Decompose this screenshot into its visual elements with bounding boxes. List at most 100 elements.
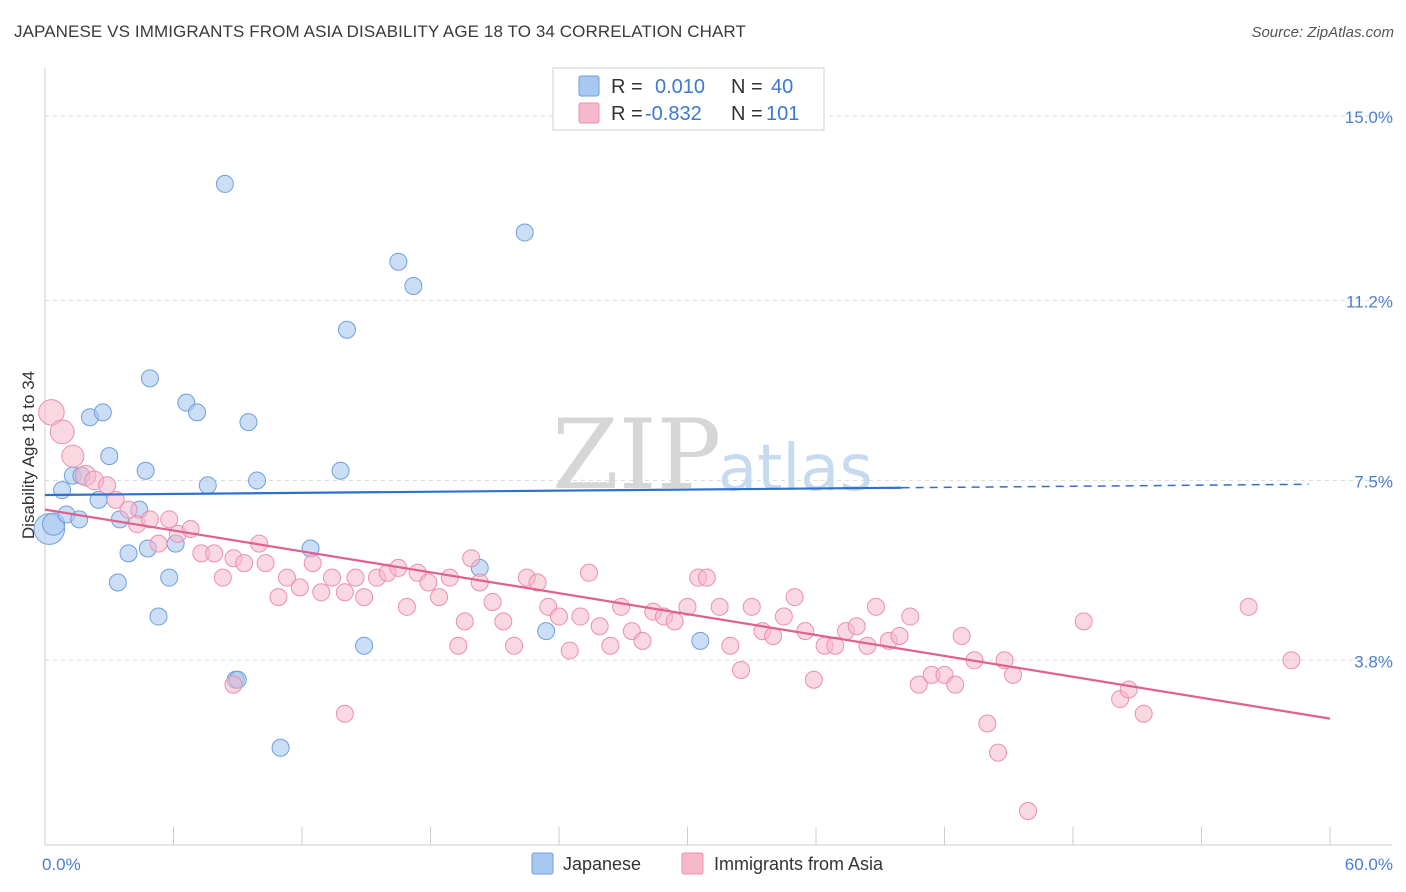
point-japanese-2: [53, 481, 72, 500]
point-asia-98: [1282, 651, 1301, 670]
point-asia-85: [946, 675, 965, 694]
point-asia-1: [49, 419, 75, 445]
point-asia-44: [505, 636, 524, 655]
point-japanese-37: [515, 223, 534, 242]
point-asia-26: [322, 568, 341, 587]
point-asia-100: [224, 675, 243, 694]
point-asia-2: [61, 444, 85, 468]
point-asia-78: [866, 597, 885, 616]
axes: [44, 68, 1392, 846]
y-tick-labels: 3.8% 7.5% 11.2% 15.0%: [1345, 108, 1393, 671]
point-asia-50: [571, 607, 590, 626]
point-asia-86: [952, 626, 971, 645]
trendline-japanese-extension: [901, 483, 1309, 489]
point-japanese-33: [355, 636, 374, 655]
point-asia-64: [721, 636, 740, 655]
point-asia-46: [528, 573, 547, 592]
point-asia-24: [303, 554, 322, 573]
bottom-legend-japanese: Japanese: [563, 854, 641, 874]
point-asia-80: [890, 626, 909, 645]
bottom-legend-swatch-japanese: [531, 852, 554, 875]
point-asia-36: [430, 588, 449, 607]
point-japanese-12: [119, 544, 138, 563]
point-asia-82: [909, 675, 928, 694]
point-asia-23: [290, 578, 309, 597]
point-asia-77: [858, 636, 877, 655]
y-axis-label: Disability Age 18 to 34: [19, 371, 38, 539]
point-asia-6: [106, 490, 125, 509]
point-asia-42: [483, 592, 502, 611]
point-asia-69: [774, 607, 793, 626]
point-asia-15: [205, 544, 224, 563]
point-asia-16: [213, 568, 232, 587]
point-asia-10: [149, 534, 168, 553]
point-asia-89: [989, 743, 1008, 762]
point-japanese-39: [691, 631, 710, 650]
point-japanese-22: [188, 403, 207, 422]
legend-asia-n-value: 101: [766, 103, 799, 125]
legend-japanese-r-value: 0.010: [655, 76, 705, 98]
point-asia-25: [312, 583, 331, 602]
point-asia-27: [335, 583, 354, 602]
point-asia-29: [355, 588, 374, 607]
point-asia-39: [462, 549, 481, 568]
point-asia-51: [579, 563, 598, 582]
point-asia-22: [278, 568, 297, 587]
legend-asia-r-value: -0.832: [645, 103, 702, 125]
point-asia-49: [560, 641, 579, 660]
legend-swatch-asia: [578, 102, 600, 124]
legend-japanese-r-label: R =: [611, 76, 643, 98]
watermark-atlas: atlas: [718, 432, 873, 506]
point-asia-28: [346, 568, 365, 587]
trendline-japanese: [44, 486, 902, 497]
point-japanese-15: [108, 573, 127, 592]
bottom-legend-asia: Immigrants from Asia: [714, 854, 884, 874]
point-asia-70: [785, 588, 804, 607]
point-japanese-38: [537, 622, 556, 641]
legend-japanese-n-value: 40: [771, 76, 793, 98]
point-japanese-34: [389, 252, 408, 271]
watermark-zip: ZIP: [552, 399, 721, 511]
y-tick-label-1: 7.5%: [1354, 472, 1393, 491]
watermark: ZIP atlas: [552, 399, 873, 511]
point-asia-99: [335, 704, 354, 723]
point-asia-21: [269, 588, 288, 607]
point-asia-33: [397, 597, 416, 616]
point-japanese-9: [100, 447, 119, 466]
point-japanese-32: [337, 320, 356, 339]
bottom-legend-swatch-asia: [681, 852, 704, 875]
point-asia-20: [256, 554, 275, 573]
x-tick-label-0: 0.0%: [42, 855, 81, 874]
legend-asia-n-label: N =: [731, 103, 763, 125]
point-asia-59: [665, 612, 684, 631]
legend-japanese-n-label: N =: [731, 76, 763, 98]
point-asia-7: [119, 500, 138, 519]
top-legend: R = 0.010 N = 40 R = -0.832 N = 101: [552, 67, 825, 131]
point-asia-48: [550, 607, 568, 626]
point-asia-9: [140, 510, 159, 529]
y-tick-label-3: 15.0%: [1345, 108, 1393, 127]
point-asia-54: [612, 597, 631, 616]
point-asia-96: [1134, 704, 1153, 723]
point-japanese-24: [215, 174, 234, 193]
point-asia-52: [590, 617, 609, 636]
x-tick-label-1: 60.0%: [1345, 855, 1393, 874]
point-asia-56: [633, 631, 652, 650]
point-asia-43: [494, 612, 513, 631]
point-japanese-18: [149, 607, 168, 626]
y-tick-label-2: 11.2%: [1346, 293, 1393, 312]
point-asia-72: [804, 670, 823, 689]
trend-lines: [44, 483, 1331, 720]
point-asia-95: [1119, 680, 1138, 699]
point-asia-41: [470, 573, 489, 592]
point-asia-5: [98, 476, 117, 495]
point-asia-0: [38, 399, 65, 426]
point-asia-71: [796, 622, 815, 641]
point-japanese-23: [198, 476, 217, 495]
point-japanese-26: [248, 471, 267, 490]
point-asia-35: [419, 573, 438, 592]
point-asia-97: [1239, 597, 1258, 616]
point-japanese-35: [404, 277, 423, 296]
point-asia-81: [901, 607, 920, 626]
